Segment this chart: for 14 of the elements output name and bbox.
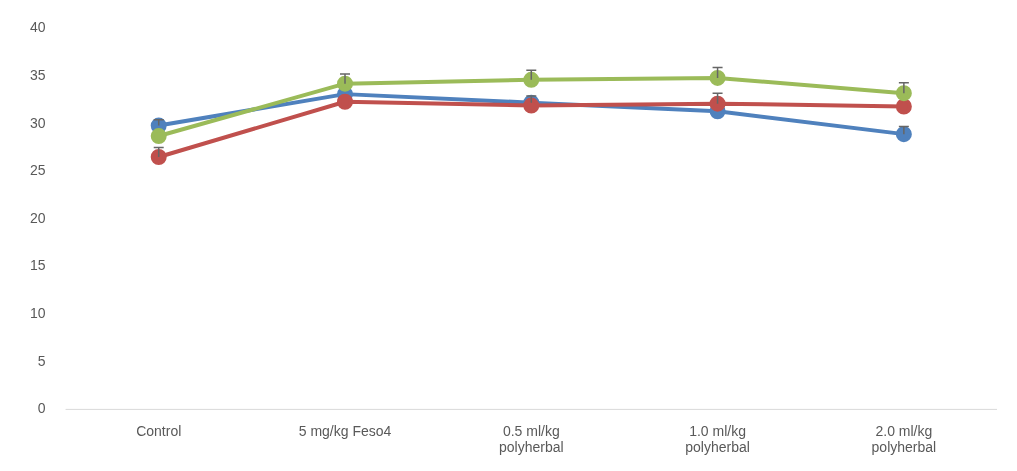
y-tick-label: 5 [37, 352, 46, 369]
y-tick-label: 40 [29, 19, 46, 36]
y-tick-label: 35 [29, 66, 46, 83]
y-tick-label: 10 [29, 305, 46, 322]
y-tick-label: 25 [29, 162, 46, 179]
x-tick-label: 0.5 ml/kg polyherbal [498, 422, 564, 456]
x-tick-label: Control [136, 422, 182, 439]
x-tick-label: 2.0 ml/kg polyherbal [871, 422, 937, 456]
y-tick-label: 30 [29, 114, 46, 131]
y-tick-label: 20 [29, 209, 46, 226]
y-tick-label: 0 [37, 400, 46, 417]
x-tick-label: 1.0 ml/kg polyherbal [685, 422, 750, 456]
y-tick-label: 15 [29, 257, 46, 274]
x-tick-label: 5 mg/kg Feso4 [298, 422, 392, 439]
